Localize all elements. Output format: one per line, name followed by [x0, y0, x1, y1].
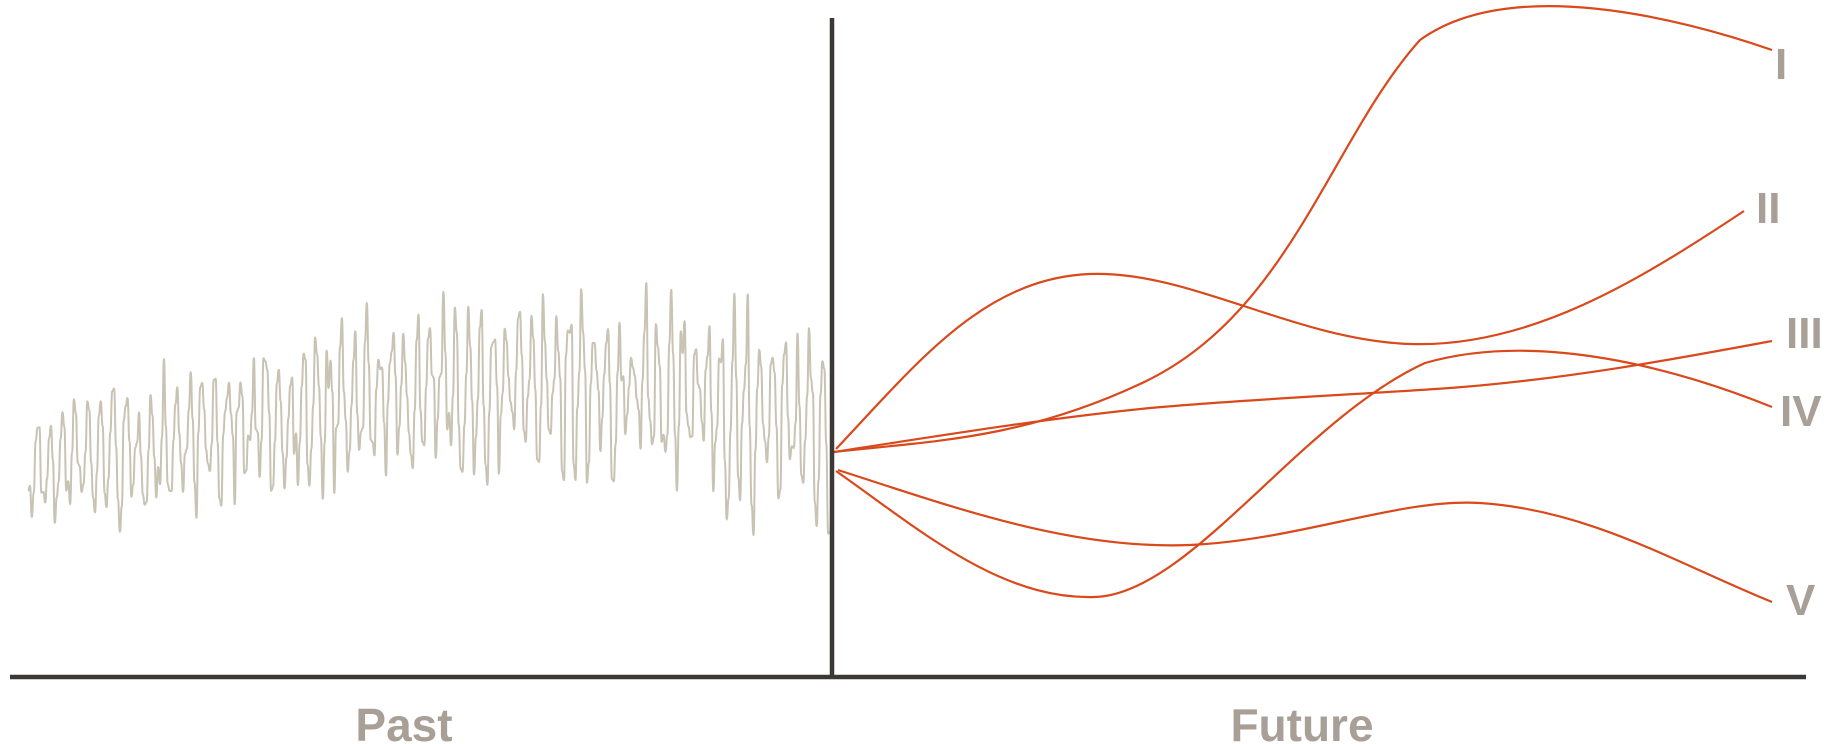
- past-history-line: [27, 282, 833, 536]
- scenario-line-iii: [833, 339, 1773, 454]
- scenario-line-v: [837, 468, 1773, 604]
- scenario-label-v: V: [1786, 576, 1816, 625]
- scenario-label-i: I: [1775, 40, 1787, 89]
- scenario-label-iii: III: [1786, 309, 1823, 358]
- future-label: Future: [1230, 699, 1373, 744]
- past-label: Past: [355, 699, 452, 744]
- scenario-label-ii: II: [1756, 184, 1780, 233]
- scenario-line-i: [833, 5, 1773, 454]
- scenario-label-iv: IV: [1780, 387, 1822, 436]
- scenario-line-ii: [835, 210, 1745, 450]
- scenario-line-iv: [835, 349, 1773, 599]
